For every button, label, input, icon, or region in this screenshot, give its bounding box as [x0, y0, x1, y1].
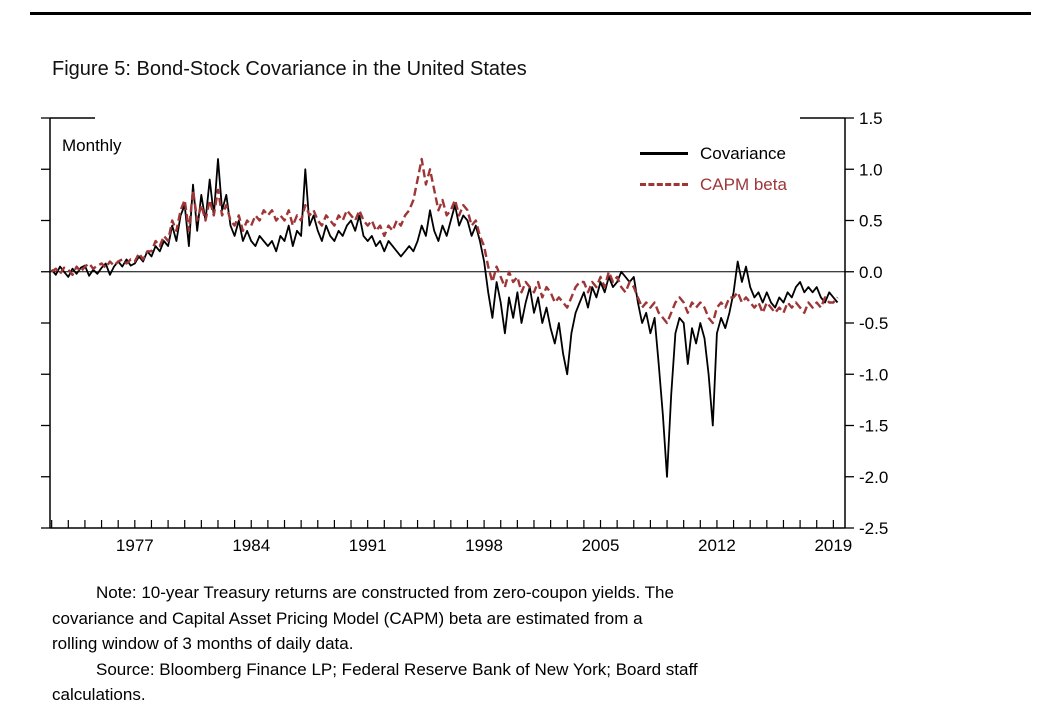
y-tick-label: 1.5 [859, 109, 883, 128]
x-tick-label: 2012 [698, 536, 736, 555]
x-tick-label: 1998 [465, 536, 503, 555]
legend-item-covariance: Covariance [640, 138, 787, 169]
notes: Note: 10-year Treasury returns are const… [52, 580, 872, 708]
x-tick-label: 2005 [582, 536, 620, 555]
y-tick-label: -1.5 [859, 417, 888, 436]
capm-beta-line [50, 157, 839, 325]
y-tick-label: -0.5 [859, 314, 888, 333]
note-text-line: rolling window of 3 months of daily data… [52, 634, 354, 653]
legend-item-capm-beta: CAPM beta [640, 169, 787, 200]
frequency-label: Monthly [62, 136, 122, 155]
x-tick-label: 2019 [814, 536, 852, 555]
y-tick-label: 0.5 [859, 212, 883, 231]
x-tick-label: 1984 [232, 536, 270, 555]
legend-label-covariance: Covariance [700, 143, 786, 163]
covariance-line [50, 158, 839, 478]
chart: 1977 1984 1991 1998 2005 2012 2019 1.5 1.0 0.5 0.0… [0, 106, 1062, 558]
source-text-line: calculations. [52, 685, 146, 704]
y-tick-label: 1.0 [859, 160, 883, 179]
note-text-line: Note: 10-year Treasury returns are const… [96, 583, 674, 602]
note-text-line: covariance and Capital Asset Pricing Mod… [52, 608, 643, 628]
y-tick-label: -2.5 [859, 519, 888, 538]
figure-title: Figure 5: Bond-Stock Covariance in the U… [52, 58, 527, 80]
top-rule [30, 12, 1031, 15]
y-tick-label: -2.0 [859, 468, 888, 487]
y-tick-label: 0.0 [859, 263, 883, 282]
chart-legend: Covariance CAPM beta [640, 138, 787, 200]
x-tick-label: 1991 [349, 536, 387, 555]
capm-beta-line-swatch [640, 183, 688, 186]
covariance-line-swatch [640, 152, 688, 155]
legend-label-capm-beta: CAPM beta [700, 174, 787, 194]
x-tick-label: 1977 [116, 536, 154, 555]
chart-plot-area: 1977 1984 1991 1998 2005 2012 2019 1.5 1.0 0.5 0.0… [41, 109, 888, 555]
y-tick-label: -1.0 [859, 365, 888, 384]
source-text-line: Source: Bloomberg Finance LP; Federal Re… [96, 659, 698, 679]
